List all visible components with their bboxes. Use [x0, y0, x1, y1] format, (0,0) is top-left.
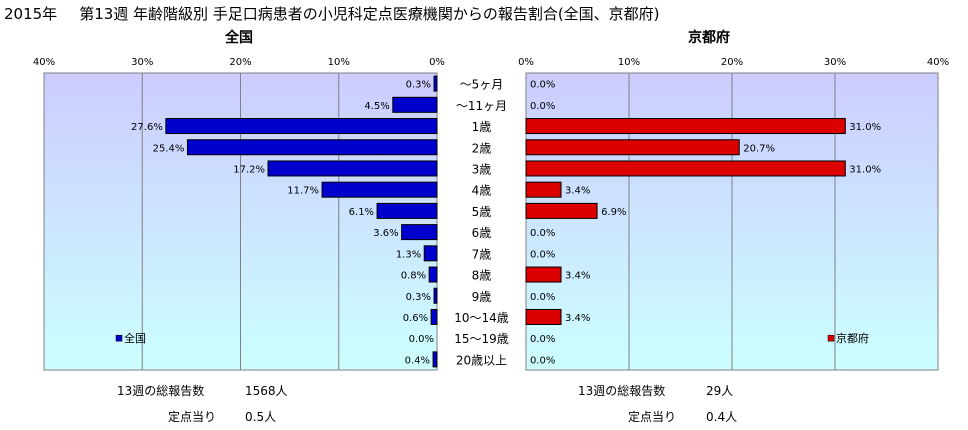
bar-national	[186, 139, 438, 156]
legend-swatch-national	[115, 334, 123, 342]
data-label-kyoto: 3.4%	[565, 271, 590, 282]
x-tick-label-national: 20%	[229, 57, 251, 68]
bar-kyoto	[525, 308, 562, 325]
x-tick-label-national: 30%	[131, 57, 153, 68]
category-label: 1歳	[472, 120, 492, 134]
kyoto-per-site-value: 0.4人	[706, 410, 738, 424]
title-main: 第13週 年齢階級別 手足口病患者の小児科定点医療機関からの報告割合(全国、京都…	[79, 5, 660, 23]
data-label-national: 25.4%	[153, 143, 185, 154]
bar-kyoto	[525, 266, 562, 283]
category-label: 7歳	[472, 247, 492, 261]
data-label-national: 6.1%	[349, 207, 374, 218]
data-label-kyoto: 20.7%	[743, 143, 775, 154]
bar-national	[428, 266, 438, 283]
data-label-kyoto: 0.0%	[530, 80, 555, 91]
bar-national	[392, 96, 438, 113]
national-reports-label: 13週の総報告数	[117, 384, 205, 398]
title-year: 2015年	[4, 5, 58, 23]
legend-label-national: 全国	[124, 331, 146, 345]
category-label: 6歳	[472, 226, 492, 240]
category-label: ～11ヶ月	[456, 99, 507, 113]
kyoto-reports-value: 29人	[706, 384, 734, 398]
category-label: 4歳	[472, 184, 492, 198]
x-tick-label-national: 10%	[328, 57, 350, 68]
data-label-national: 0.4%	[405, 355, 430, 366]
category-label: 5歳	[472, 205, 492, 219]
panel-title-kyoto: 京都府	[688, 30, 730, 46]
x-tick-label-kyoto: 0%	[518, 57, 534, 68]
data-label-national: 1.3%	[396, 249, 421, 260]
data-label-kyoto: 0.0%	[530, 292, 555, 303]
category-label: 2歳	[472, 141, 492, 155]
data-label-kyoto: 3.4%	[565, 186, 590, 197]
bar-kyoto	[525, 139, 740, 156]
bar-national	[432, 351, 438, 368]
category-label: ～5ヶ月	[460, 78, 504, 92]
x-tick-label-kyoto: 10%	[618, 57, 640, 68]
data-label-national: 4.5%	[364, 101, 389, 112]
data-label-national: 0.0%	[409, 334, 434, 345]
national-reports-value: 1568人	[245, 384, 288, 398]
data-label-kyoto: 0.0%	[530, 101, 555, 112]
panel-title-national: 全国	[225, 30, 253, 46]
data-label-national: 0.3%	[406, 292, 431, 303]
data-label-national: 0.6%	[403, 313, 428, 324]
bar-national	[321, 181, 438, 198]
kyoto-per-site-label: 定点当り	[628, 410, 677, 424]
bar-kyoto	[525, 160, 846, 177]
bar-national	[433, 75, 438, 92]
category-label: 9歳	[472, 290, 492, 304]
data-label-kyoto: 0.0%	[530, 334, 555, 345]
bar-national	[165, 118, 438, 135]
data-label-national: 11.7%	[287, 186, 319, 197]
data-label-kyoto: 0.0%	[530, 249, 555, 260]
data-label-national: 0.3%	[406, 80, 431, 91]
bar-national	[423, 245, 438, 262]
category-label: 3歳	[472, 162, 492, 176]
data-label-national: 17.2%	[233, 164, 265, 175]
bar-national	[401, 224, 438, 241]
chart-title: 2015年 第13週 年齢階級別 手足口病患者の小児科定点医療機関からの報告割合(…	[4, 3, 660, 24]
kyoto-reports-label: 13週の総報告数	[578, 384, 666, 398]
bar-kyoto	[525, 118, 846, 135]
data-label-kyoto: 3.4%	[565, 313, 590, 324]
x-tick-label-national: 0%	[429, 57, 445, 68]
legend-label-kyoto: 京都府	[836, 331, 869, 345]
category-label: 10～14歳	[454, 311, 509, 325]
legend-swatch-kyoto	[827, 334, 835, 342]
data-label-kyoto: 31.0%	[849, 164, 881, 175]
data-label-kyoto: 0.0%	[530, 228, 555, 239]
x-tick-label-kyoto: 30%	[824, 57, 846, 68]
x-tick-label-kyoto: 20%	[721, 57, 743, 68]
bar-national	[376, 202, 438, 219]
bar-kyoto	[525, 181, 562, 198]
national-per-site-label: 定点当り	[168, 410, 217, 424]
x-tick-label-kyoto: 40%	[927, 57, 949, 68]
data-label-kyoto: 6.9%	[601, 207, 626, 218]
category-label: 15～19歳	[454, 332, 509, 346]
national-per-site-value: 0.5人	[245, 410, 277, 424]
data-label-national: 0.8%	[401, 271, 426, 282]
data-label-kyoto: 31.0%	[849, 122, 881, 133]
bar-national	[433, 287, 438, 304]
data-label-national: 3.6%	[373, 228, 398, 239]
data-label-national: 27.6%	[131, 122, 163, 133]
bar-national	[430, 308, 438, 325]
category-label: 20歳以上	[456, 353, 507, 367]
bar-kyoto	[525, 202, 598, 219]
bar-national	[267, 160, 438, 177]
data-label-kyoto: 0.0%	[530, 355, 555, 366]
category-label: 8歳	[472, 269, 492, 283]
x-tick-label-national: 40%	[33, 57, 55, 68]
